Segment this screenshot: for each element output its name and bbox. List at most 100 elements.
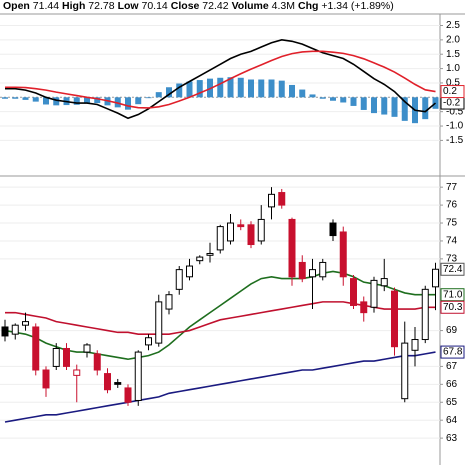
candle-body xyxy=(155,301,163,344)
quote-label: Close xyxy=(170,0,200,12)
candle-body xyxy=(257,218,265,242)
y-tick-label: 69 xyxy=(446,325,458,336)
candle-body xyxy=(237,224,245,228)
last-value-label: 70.3 xyxy=(443,302,463,313)
candle-body xyxy=(114,382,122,385)
histogram-bar xyxy=(43,97,49,105)
candle-body xyxy=(134,351,142,401)
line xyxy=(4,351,436,423)
candle-body xyxy=(411,339,419,351)
candle-body xyxy=(278,192,286,206)
histogram-bar xyxy=(73,97,80,105)
candle-body xyxy=(319,261,327,278)
candle-body xyxy=(145,337,152,346)
y-tick-label: -1.0 xyxy=(446,121,464,132)
candle-body xyxy=(227,222,234,242)
candle-body xyxy=(93,353,101,371)
histogram-bar xyxy=(135,97,142,105)
histogram-bar xyxy=(340,97,347,103)
candle-body xyxy=(329,222,337,237)
last-value-box xyxy=(440,262,465,276)
histogram-bar xyxy=(381,97,388,115)
histogram-bar xyxy=(319,97,326,99)
histogram-bar xyxy=(22,97,29,100)
candle-body xyxy=(104,373,111,391)
candle-body xyxy=(165,294,173,310)
candle-body xyxy=(432,268,439,288)
histogram-bar xyxy=(299,89,306,98)
last-value-label: 72.4 xyxy=(443,264,463,275)
candle-body xyxy=(73,369,81,376)
histogram-bar xyxy=(176,83,183,98)
histogram-bar xyxy=(53,97,60,106)
histogram-bar xyxy=(125,97,131,110)
candle-body xyxy=(32,326,40,371)
y-tick-label: 73 xyxy=(446,254,458,265)
y-tick-label: 2.0 xyxy=(446,34,460,45)
histogram-bar xyxy=(196,80,203,98)
last-value-box xyxy=(440,345,465,359)
candle-body xyxy=(298,261,306,280)
histogram-bar xyxy=(401,97,408,121)
line xyxy=(5,39,437,120)
last-value-label: 67.8 xyxy=(443,347,463,358)
histogram-bar xyxy=(32,97,39,102)
quote-label: High xyxy=(62,0,86,12)
y-tick-label: 64 xyxy=(446,415,458,426)
histogram-bar xyxy=(12,97,19,99)
y-tick-label: 65 xyxy=(446,397,458,408)
histogram-bar xyxy=(278,80,285,98)
histogram-bar xyxy=(248,79,254,98)
y-tick-label: 0.5 xyxy=(446,78,460,89)
line xyxy=(5,50,436,109)
candle-body xyxy=(175,269,183,290)
y-tick-label: -1.5 xyxy=(446,135,464,146)
histogram-bar xyxy=(422,97,429,120)
histogram-bar xyxy=(2,97,8,99)
line xyxy=(4,270,436,361)
quote-value: 72.78 xyxy=(88,0,115,12)
y-tick-label: -0.5 xyxy=(446,106,464,117)
y-tick-label: 63 xyxy=(446,433,458,444)
quote-bar: Open 71.44 High 72.78 Low 70.14 Close 72.42… xyxy=(0,0,465,14)
histogram-bar xyxy=(186,81,193,98)
candle-body xyxy=(309,269,316,278)
candle-body xyxy=(124,387,132,403)
histogram-bar xyxy=(166,87,172,98)
candle-body xyxy=(83,344,91,353)
quote-label: Open xyxy=(3,0,30,12)
candle-body xyxy=(1,326,9,337)
candle-body xyxy=(216,226,224,251)
histogram-bar xyxy=(94,97,101,104)
candle-body xyxy=(63,347,70,367)
candle-body xyxy=(52,347,60,367)
histogram-bar xyxy=(227,77,234,98)
candle-body xyxy=(360,301,368,314)
y-tick-label: 74 xyxy=(446,236,458,247)
last-value-label: 0.2 xyxy=(443,86,457,97)
histogram-bar xyxy=(289,84,295,98)
histogram-bar xyxy=(309,94,316,98)
candle-body xyxy=(391,290,398,348)
candle-body xyxy=(421,288,429,341)
histogram-bar xyxy=(360,97,367,110)
histogram-bar xyxy=(84,97,90,104)
last-value-label: 71.0 xyxy=(443,289,463,300)
quote-label: Chg xyxy=(298,0,319,12)
y-tick-label: 76 xyxy=(446,200,458,211)
candle-body xyxy=(380,278,388,287)
candle-body xyxy=(268,193,275,208)
quote-value: 71.44 xyxy=(32,0,60,12)
candle-body xyxy=(350,278,357,306)
histogram-bar xyxy=(268,79,275,98)
last-value-label: -0.2 xyxy=(443,98,461,109)
histogram-bar xyxy=(217,77,224,98)
histogram-bar xyxy=(258,79,265,98)
quote-value: 72.42 xyxy=(202,0,229,12)
histogram-bar xyxy=(371,97,377,114)
y-tick-label: 66 xyxy=(446,379,458,390)
last-value-box xyxy=(440,288,465,302)
candle-body xyxy=(42,369,50,389)
candle-body xyxy=(288,218,296,278)
